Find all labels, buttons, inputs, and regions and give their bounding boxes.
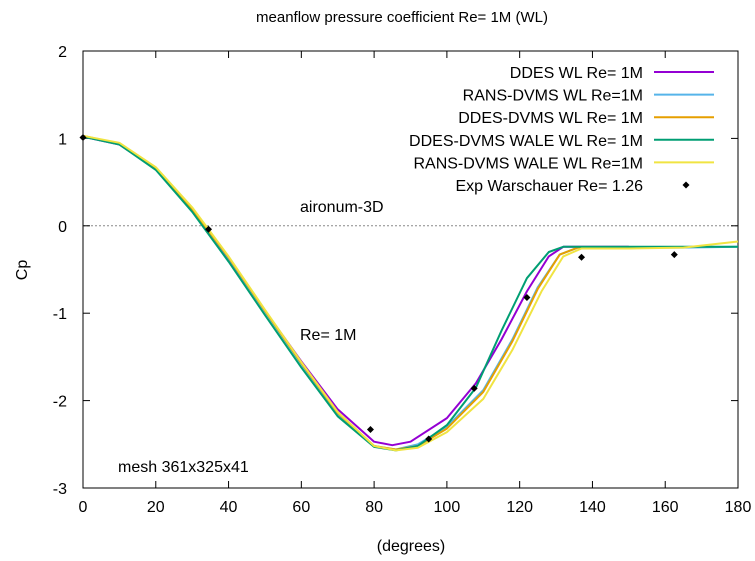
y-axis-label: Cp	[14, 260, 31, 281]
x-tick-label: 120	[506, 499, 533, 516]
annotation-aironum: aironum-3D	[300, 199, 384, 216]
annotation-mesh: mesh 361x325x41	[118, 459, 249, 476]
y-tick-label: 2	[58, 44, 67, 61]
chart-title: meanflow pressure coefficient Re= 1M (WL…	[256, 9, 548, 26]
x-axis-label: (degrees)	[377, 538, 445, 555]
series-line-5	[82, 134, 739, 452]
exp-point	[79, 134, 87, 142]
annotation-reynolds: Re= 1M	[300, 327, 356, 344]
y-tick-label: -1	[53, 306, 67, 323]
x-tick-label: 80	[365, 499, 383, 516]
x-tick-label: 140	[579, 499, 606, 516]
x-tick-label: 160	[652, 499, 679, 516]
legend-swatch	[682, 181, 690, 189]
exp-point	[578, 253, 586, 261]
x-tick-label: 40	[220, 499, 238, 516]
legend-label: DDES-DVMS WALE WL Re= 1M	[409, 133, 643, 150]
x-tick-label: 20	[147, 499, 165, 516]
y-tick-label: -2	[53, 394, 67, 411]
x-tick-label: 0	[79, 499, 88, 516]
exp-point	[425, 435, 433, 443]
x-tick-label: 180	[725, 499, 752, 516]
x-tick-label: 100	[434, 499, 461, 516]
exp-point	[670, 251, 678, 259]
y-tick-label: -3	[53, 481, 67, 498]
legend: DDES WL Re= 1M RANS-DVMS WL Re=1M DDES-DVM…	[409, 65, 714, 195]
legend-label: DDES WL Re= 1M	[510, 65, 643, 82]
plot-frame	[82, 50, 739, 489]
exp-point	[366, 425, 374, 433]
y-tick-label: 1	[58, 131, 67, 148]
legend-label: Exp Warschauer Re= 1.26	[456, 178, 644, 195]
exp-point	[470, 384, 478, 392]
legend-label: DDES-DVMS WL Re= 1M	[458, 110, 643, 127]
exp-point	[205, 225, 213, 233]
plot-area: 0 20 40 60 80 100 120 140 160 180 -3 -2 -1 0 1 2	[53, 44, 752, 516]
y-tick-label: 0	[58, 219, 67, 236]
legend-label: RANS-DVMS WL Re=1M	[463, 88, 643, 105]
exp-point	[523, 293, 531, 301]
x-tick-label: 60	[292, 499, 310, 516]
legend-label: RANS-DVMS WALE WL Re=1M	[413, 155, 643, 172]
